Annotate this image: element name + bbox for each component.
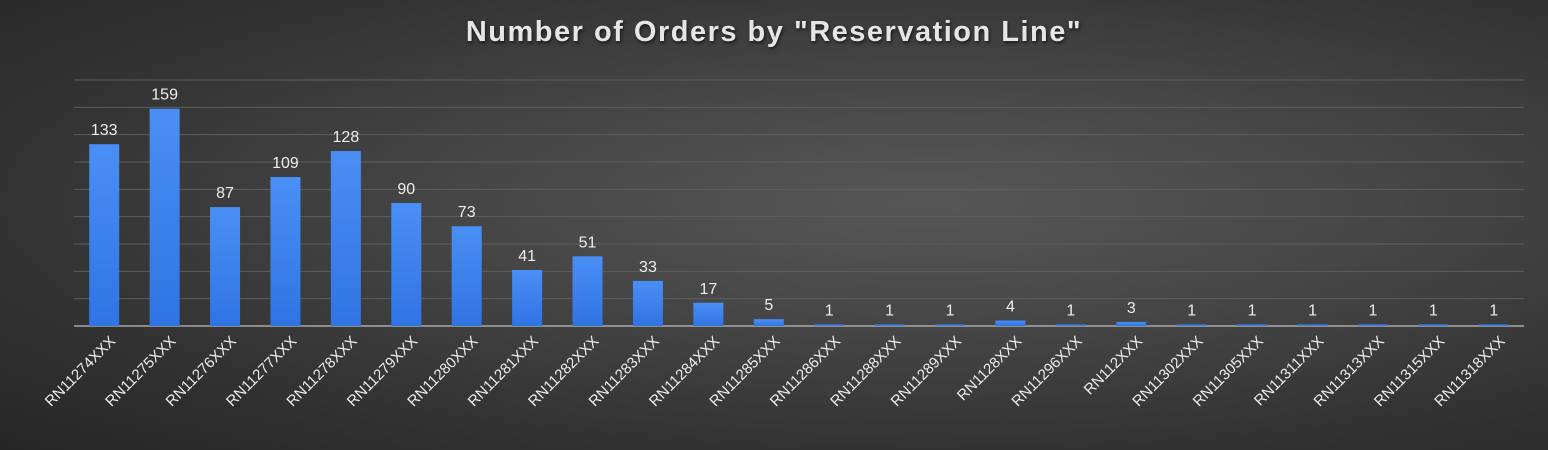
bar xyxy=(1478,324,1509,326)
data-label: 5 xyxy=(764,297,773,314)
bar xyxy=(512,269,543,326)
x-tick-label: RN112XXX xyxy=(1081,333,1146,398)
data-label: 1 xyxy=(825,303,834,320)
bar xyxy=(391,203,422,326)
data-label: 51 xyxy=(579,234,597,251)
data-label: 3 xyxy=(1127,300,1136,317)
data-label: 73 xyxy=(458,204,476,221)
data-label: 1 xyxy=(1429,303,1438,320)
bar xyxy=(1055,324,1086,326)
bar xyxy=(330,151,361,326)
bar xyxy=(270,177,301,326)
data-label: 1 xyxy=(885,303,894,320)
bar xyxy=(1237,324,1268,326)
data-label: 33 xyxy=(639,259,657,276)
bar xyxy=(693,302,724,326)
data-label: 159 xyxy=(151,87,178,104)
bar xyxy=(1176,324,1207,326)
data-label: 4 xyxy=(1006,299,1015,316)
data-label: 17 xyxy=(699,281,717,298)
data-label: 1 xyxy=(1066,303,1075,320)
data-label: 133 xyxy=(91,122,118,139)
data-label: 128 xyxy=(333,129,360,146)
bar xyxy=(814,324,845,326)
data-label: 1 xyxy=(1489,303,1498,320)
bars xyxy=(89,108,1509,326)
bar xyxy=(632,280,663,326)
data-label: 1 xyxy=(1248,303,1257,320)
data-label: 1 xyxy=(1308,303,1317,320)
x-axis-tick-labels: RN11274XXXRN11275XXXRN11276XXXRN11277XXX… xyxy=(42,333,1509,410)
data-label: 90 xyxy=(397,181,415,198)
data-label: 1 xyxy=(1369,303,1378,320)
bar xyxy=(451,226,482,326)
data-label: 1 xyxy=(1187,303,1196,320)
bar xyxy=(210,207,241,326)
bar xyxy=(935,324,966,326)
grid-lines xyxy=(74,79,1524,327)
bar xyxy=(1297,324,1328,326)
bar xyxy=(753,319,784,326)
bar xyxy=(1418,324,1449,326)
bar xyxy=(1116,321,1147,326)
bar xyxy=(995,320,1026,326)
bar xyxy=(1357,324,1388,326)
bar xyxy=(89,144,120,326)
data-label: 87 xyxy=(216,185,234,202)
data-label: 109 xyxy=(272,155,299,172)
chart-title: Number of Orders by "Reservation Line" xyxy=(465,16,1083,48)
data-label: 41 xyxy=(518,248,536,265)
data-label: 1 xyxy=(946,303,955,320)
bar xyxy=(149,108,180,326)
bar xyxy=(572,256,603,326)
bar xyxy=(874,324,905,326)
